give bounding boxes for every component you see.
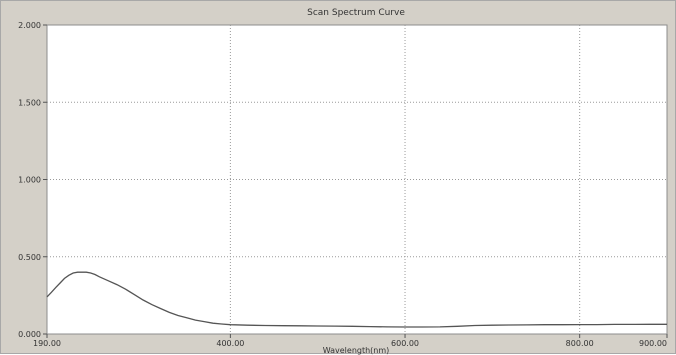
y-tick-label: 0.500 xyxy=(18,253,41,262)
y-tick-label: 2.000 xyxy=(18,21,41,30)
grid-lines xyxy=(47,25,667,334)
x-tick-label: 600.00 xyxy=(391,339,419,348)
x-tick-label: 900.00 xyxy=(639,339,667,348)
spectrum-line xyxy=(46,271,667,328)
x-tick-label: 190.00 xyxy=(33,339,61,348)
x-axis-label: Wavelength(nm) xyxy=(323,346,390,355)
x-tick-label: 400.00 xyxy=(216,339,244,348)
x-tick-label: 800.00 xyxy=(566,339,594,348)
y-axis-ticks: 0.000 0.500 1.000 1.500 2.000 xyxy=(18,21,47,339)
y-tick-label: 1.000 xyxy=(18,176,41,185)
y-tick-label: 1.500 xyxy=(18,98,41,107)
x-axis-ticks: 190.00 400.00 600.00 800.00 900.00 xyxy=(33,334,668,348)
chart-title: Scan Spectrum Curve xyxy=(307,8,405,18)
y-tick-label: 0.000 xyxy=(18,330,41,339)
